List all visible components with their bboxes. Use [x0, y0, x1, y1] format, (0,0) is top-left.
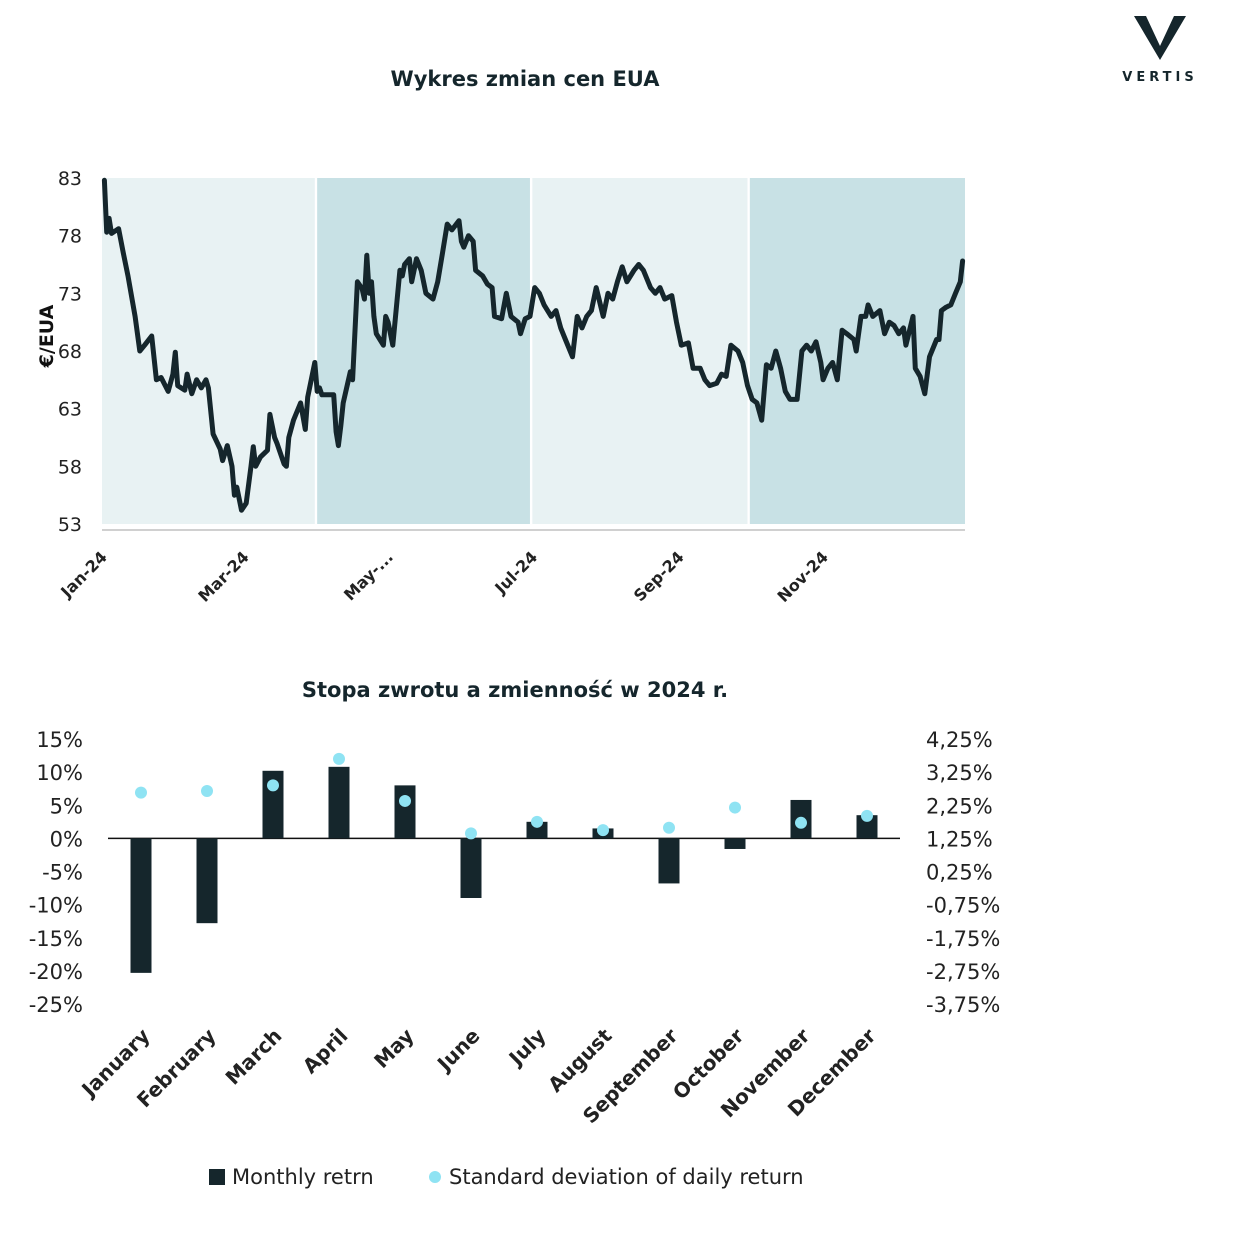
std-dev-dot	[267, 779, 279, 792]
price-chart: 83 78 73 68 63 58 53 Jan-24 Mar-24 May-... Jul-24 S…	[36, 168, 966, 606]
return-right-tick-label: 0,25%	[926, 861, 993, 885]
price-x-tick-label: May-...	[340, 547, 397, 604]
month-label: May	[369, 1024, 418, 1073]
price-y-tick-label: 68	[58, 341, 82, 363]
return-chart-axes: 15% 10% 5% 0% -5% -10% -15% -20% -25% 4,25% 3,25% 2…	[29, 728, 1001, 1017]
legend-label-monthly-return: Monthly retrn	[232, 1165, 374, 1189]
legend-swatch-monthly-return	[209, 1169, 225, 1185]
price-y-tick-label: 53	[58, 514, 82, 536]
return-right-tick-label: -3,75%	[926, 993, 1000, 1017]
price-x-tick-label: Nov-24	[773, 547, 831, 605]
monthly-return-bar	[856, 815, 878, 839]
return-right-tick-label: -0,75%	[926, 894, 1000, 918]
month-label: April	[298, 1024, 353, 1079]
std-dev-dot	[465, 827, 477, 840]
return-left-tick-label: -10%	[29, 894, 83, 918]
logo-text: VERTIS	[1122, 70, 1198, 85]
return-left-tick-label: -15%	[29, 927, 83, 951]
return-left-tick-label: -20%	[29, 960, 83, 984]
monthly-return-bar	[394, 785, 416, 839]
monthly-return-bar	[724, 838, 746, 849]
monthly-return-bar	[328, 766, 350, 839]
std-dev-dot	[135, 786, 147, 799]
monthly-return-bars	[130, 766, 878, 973]
price-x-tick-label: Jan-24	[56, 547, 110, 601]
month-label: June	[431, 1024, 484, 1077]
std-dev-dots	[135, 752, 873, 840]
return-chart-title: Stopa zwrotu a zmienność w 2024 r.	[301, 678, 729, 702]
legend-swatch-std-dev	[429, 1171, 441, 1183]
price-y-tick-label: 73	[58, 283, 82, 305]
quarter-band-3	[532, 178, 748, 524]
return-right-tick-label: -1,75%	[926, 927, 1000, 951]
return-left-tick-label: 10%	[36, 761, 83, 785]
price-x-tick-label: Sep-24	[630, 547, 688, 605]
std-dev-dot	[333, 752, 345, 765]
monthly-return-bar	[526, 821, 548, 839]
quarter-band-2	[317, 178, 530, 524]
std-dev-dot	[663, 821, 675, 834]
quarter-bands	[102, 178, 965, 524]
price-series	[101, 177, 966, 513]
price-x-tick-label: Mar-24	[194, 547, 252, 605]
price-y-tick-label: 78	[58, 226, 82, 248]
std-dev-dot	[861, 809, 873, 822]
month-label: March	[221, 1024, 287, 1090]
std-dev-dot	[399, 794, 411, 807]
monthly-return-bar	[196, 838, 218, 924]
return-left-tick-label: 5%	[50, 794, 83, 818]
std-dev-dot	[795, 816, 807, 829]
return-left-tick-label: -5%	[42, 861, 83, 885]
price-line	[101, 177, 966, 513]
return-left-tick-label: -25%	[29, 993, 83, 1017]
monthly-return-bar	[130, 838, 152, 973]
price-y-tick-label: 63	[58, 399, 82, 421]
price-y-tick-label: 58	[58, 456, 82, 478]
legend-label-std-dev: Standard deviation of daily return	[449, 1165, 804, 1189]
return-left-tick-label: 15%	[36, 728, 83, 752]
vertis-chevron-icon	[1134, 16, 1186, 60]
return-right-tick-label: 2,25%	[926, 794, 993, 818]
quarter-band-1	[102, 178, 315, 524]
monthly-return-bar	[460, 838, 482, 898]
return-left-tick-label: 0%	[50, 827, 83, 851]
monthly-return-bar	[658, 838, 680, 884]
month-label: July	[503, 1024, 551, 1072]
return-right-tick-label: 3,25%	[926, 761, 993, 785]
std-dev-dot	[531, 815, 543, 828]
return-right-tick-label: 4,25%	[926, 728, 993, 752]
legend: Monthly retrn Standard deviation of dail…	[209, 1165, 804, 1189]
price-x-tick-label: Jul-24	[490, 547, 541, 598]
price-y-tick-label: 83	[58, 168, 82, 190]
price-chart-title: Wykres zmian cen EUA	[390, 67, 660, 91]
std-dev-dot	[201, 785, 213, 798]
std-dev-dot	[597, 824, 609, 837]
return-right-tick-label: 1,25%	[926, 827, 993, 851]
std-dev-dot	[729, 801, 741, 814]
return-chart: 15% 10% 5% 0% -5% -10% -15% -20% -25% 4,25% 3,25% 2…	[29, 728, 1001, 1189]
vertis-logo: VERTIS	[1108, 16, 1212, 90]
return-right-tick-label: -2,75%	[926, 960, 1000, 984]
price-y-axis-label: €/EUA	[36, 304, 58, 368]
